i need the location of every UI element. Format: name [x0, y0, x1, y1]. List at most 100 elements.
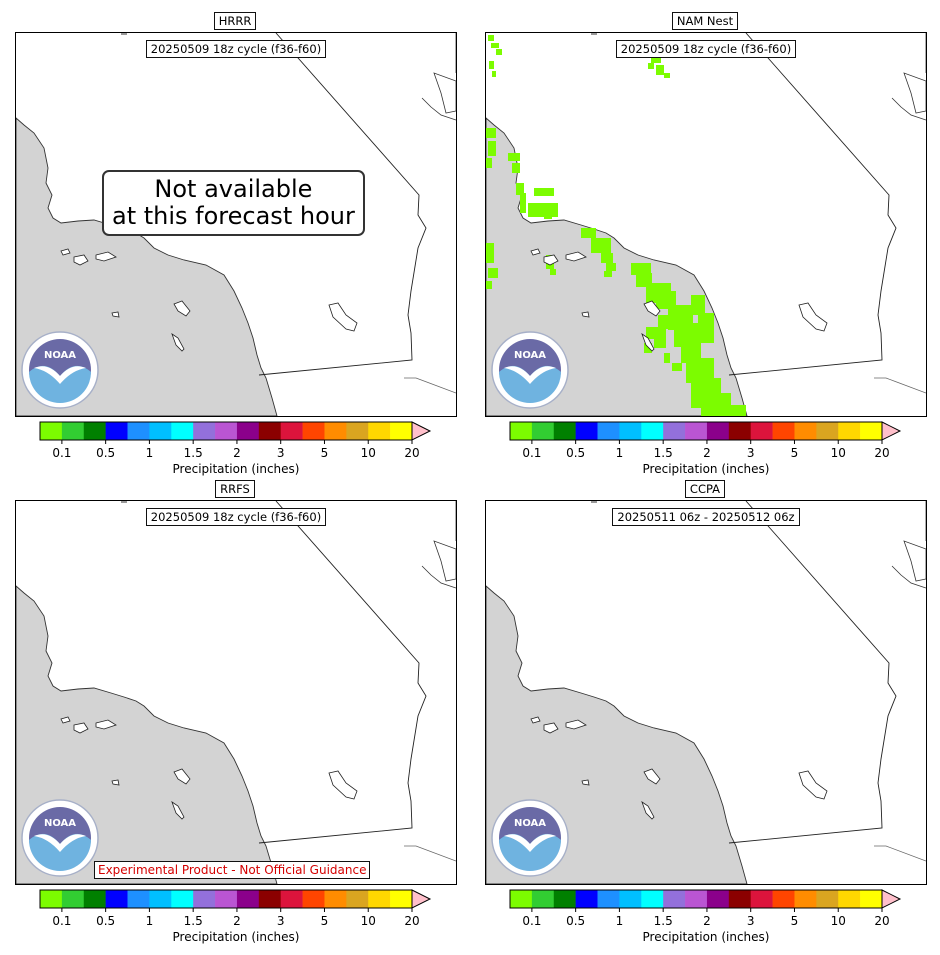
colorbar-tick-label: 1 [146, 446, 154, 460]
colorbar: 0.1 0.5 1 1.5 2 3 5 10 20 [39, 889, 432, 928]
precip-cell [591, 238, 611, 253]
island [328, 302, 358, 332]
colorbar-bin [553, 890, 576, 908]
logo-text: NOAA [514, 350, 546, 361]
precip-cell [581, 228, 596, 238]
map-frame: 20250509 18z cycle (f36-f60) Not availab… [15, 32, 457, 417]
colorbar-bin [794, 890, 817, 908]
noaa-logo-graphic: NOAA [21, 799, 99, 877]
border-line [874, 845, 926, 862]
colorbar-bin [816, 422, 839, 440]
noaa-logo-icon: NOAA [20, 330, 100, 414]
colorbar-bin [772, 422, 795, 440]
precip-cell [656, 65, 664, 75]
colorbar-tick-label: 2 [703, 446, 711, 460]
colorbar-bin [772, 890, 795, 908]
precip-cell [664, 73, 670, 78]
colorbar-extend [411, 421, 432, 441]
map-frame: 20250511 06z - 20250512 06z NOAA [485, 500, 927, 885]
colorbar-bin [575, 422, 598, 440]
island [60, 248, 71, 256]
colorbar-tick-label: 10 [831, 914, 846, 928]
colorbar-bin [663, 422, 686, 440]
colorbar-bin [40, 890, 63, 908]
colorbar-tick-label: 1.5 [184, 914, 203, 928]
colorbar-bin [641, 890, 664, 908]
island [171, 332, 185, 352]
island [565, 251, 587, 262]
colorbar-tick-label: 5 [791, 914, 799, 928]
island [565, 719, 587, 730]
logo-bottom [29, 365, 91, 403]
island [643, 768, 661, 785]
logo-gull [34, 366, 86, 384]
colorbar-tick-label: 0.5 [96, 914, 115, 928]
colorbar-bin [193, 422, 216, 440]
logo-text: NOAA [44, 818, 76, 829]
island [798, 770, 828, 800]
island [173, 768, 191, 785]
colorbar-bin [127, 422, 150, 440]
colorbar-tick-label: 2 [233, 446, 241, 460]
border-line [433, 72, 456, 114]
panel-title: HRRR [213, 12, 257, 30]
colorbar-bin [171, 890, 194, 908]
colorbar: 0.1 0.5 1 1.5 2 3 5 10 20 [509, 889, 902, 928]
precip-cell [604, 271, 612, 277]
logo-bottom [29, 833, 91, 871]
colorbar-bin [127, 890, 150, 908]
colorbar-tick-label: 1 [616, 446, 624, 460]
colorbar-tick-label: 20 [874, 914, 889, 928]
colorbar-bin [324, 890, 347, 908]
island [530, 716, 541, 724]
island [95, 719, 117, 730]
cycle-label: 20250511 06z - 20250512 06z [612, 508, 800, 526]
precip-cell [496, 49, 502, 55]
panel-title: NAM Nest [671, 12, 739, 30]
colorbar-bin [171, 422, 194, 440]
colorbar-bin [510, 890, 533, 908]
colorbar-tick-label: 3 [747, 914, 755, 928]
border-line [728, 501, 897, 844]
colorbar-bin [302, 890, 325, 908]
colorbar-bin [816, 890, 839, 908]
colorbar-tick-label: 1.5 [654, 446, 673, 460]
colorbar-tick-label: 20 [404, 914, 419, 928]
noaa-logo-graphic: NOAA [21, 331, 99, 409]
colorbar-bin [706, 890, 730, 908]
border-line [728, 33, 897, 376]
colorbar-extend [881, 421, 902, 441]
border-line [903, 540, 926, 582]
noaa-logo-graphic: NOAA [491, 799, 569, 877]
border-line [433, 540, 456, 582]
colorbar-tick-label: 2 [233, 914, 241, 928]
logo-text: NOAA [514, 818, 546, 829]
map-frame: 20250509 18z cycle (f36-f60) NOAA [485, 32, 927, 417]
border-line [874, 377, 926, 394]
precip-cell [672, 363, 682, 371]
colorbar-outline [509, 421, 883, 441]
colorbar-tick-label: 20 [404, 446, 419, 460]
colorbar-bin [346, 890, 369, 908]
precip-cell [691, 295, 705, 315]
island [95, 251, 117, 262]
precip-cell [488, 141, 496, 156]
colorbar-tick-label: 5 [321, 914, 329, 928]
colorbar-bin [531, 422, 555, 440]
colorbar-bin [794, 422, 817, 440]
precip-cell [520, 193, 526, 213]
colorbar-bin [575, 890, 598, 908]
colorbar-outline [39, 421, 413, 441]
colorbar-bin [553, 422, 576, 440]
border-line [891, 97, 926, 121]
experimental-disclaimer: Experimental Product - Not Official Guid… [94, 861, 371, 879]
precip-cell [550, 269, 556, 275]
colorbar-tick-label: 2 [703, 914, 711, 928]
not-available-message: Not available at this forecast hour [102, 170, 365, 236]
colorbar-tick-label: 0.5 [566, 914, 585, 928]
island [798, 302, 828, 332]
colorbar-tick-label: 0.1 [522, 914, 541, 928]
colorbar-bin [860, 422, 883, 440]
colorbar-bin [83, 422, 106, 440]
